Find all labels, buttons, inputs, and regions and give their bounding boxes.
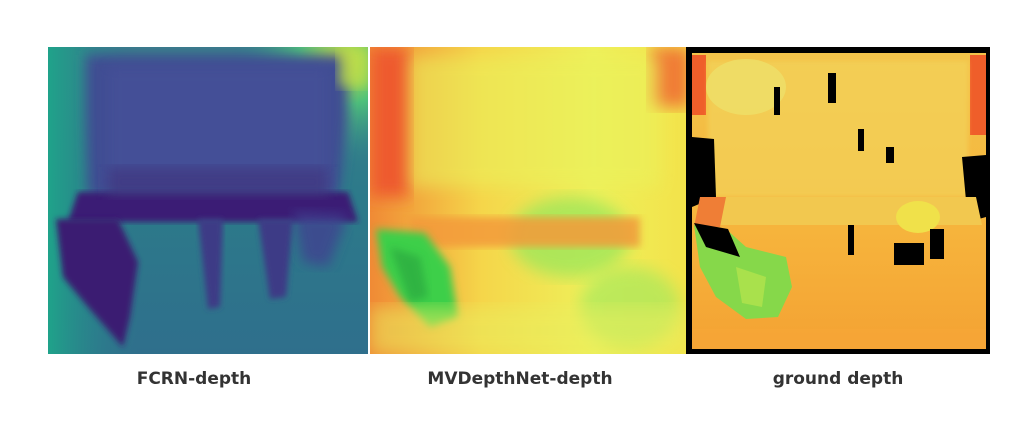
ground-depth-caption: ground depth xyxy=(772,369,904,389)
fcrn-depth-caption: FCRN-depth xyxy=(136,369,252,389)
mvdepthnet-depth-image xyxy=(370,47,690,354)
mvdepthnet-depth-caption: MVDepthNet-depth xyxy=(427,369,613,389)
mvdepthnet-depth-render xyxy=(370,47,690,354)
ground-depth-render xyxy=(686,47,990,354)
ground-depth-image xyxy=(686,47,990,354)
fcrn-depth-render xyxy=(48,47,368,354)
fcrn-depth-image xyxy=(48,47,368,354)
